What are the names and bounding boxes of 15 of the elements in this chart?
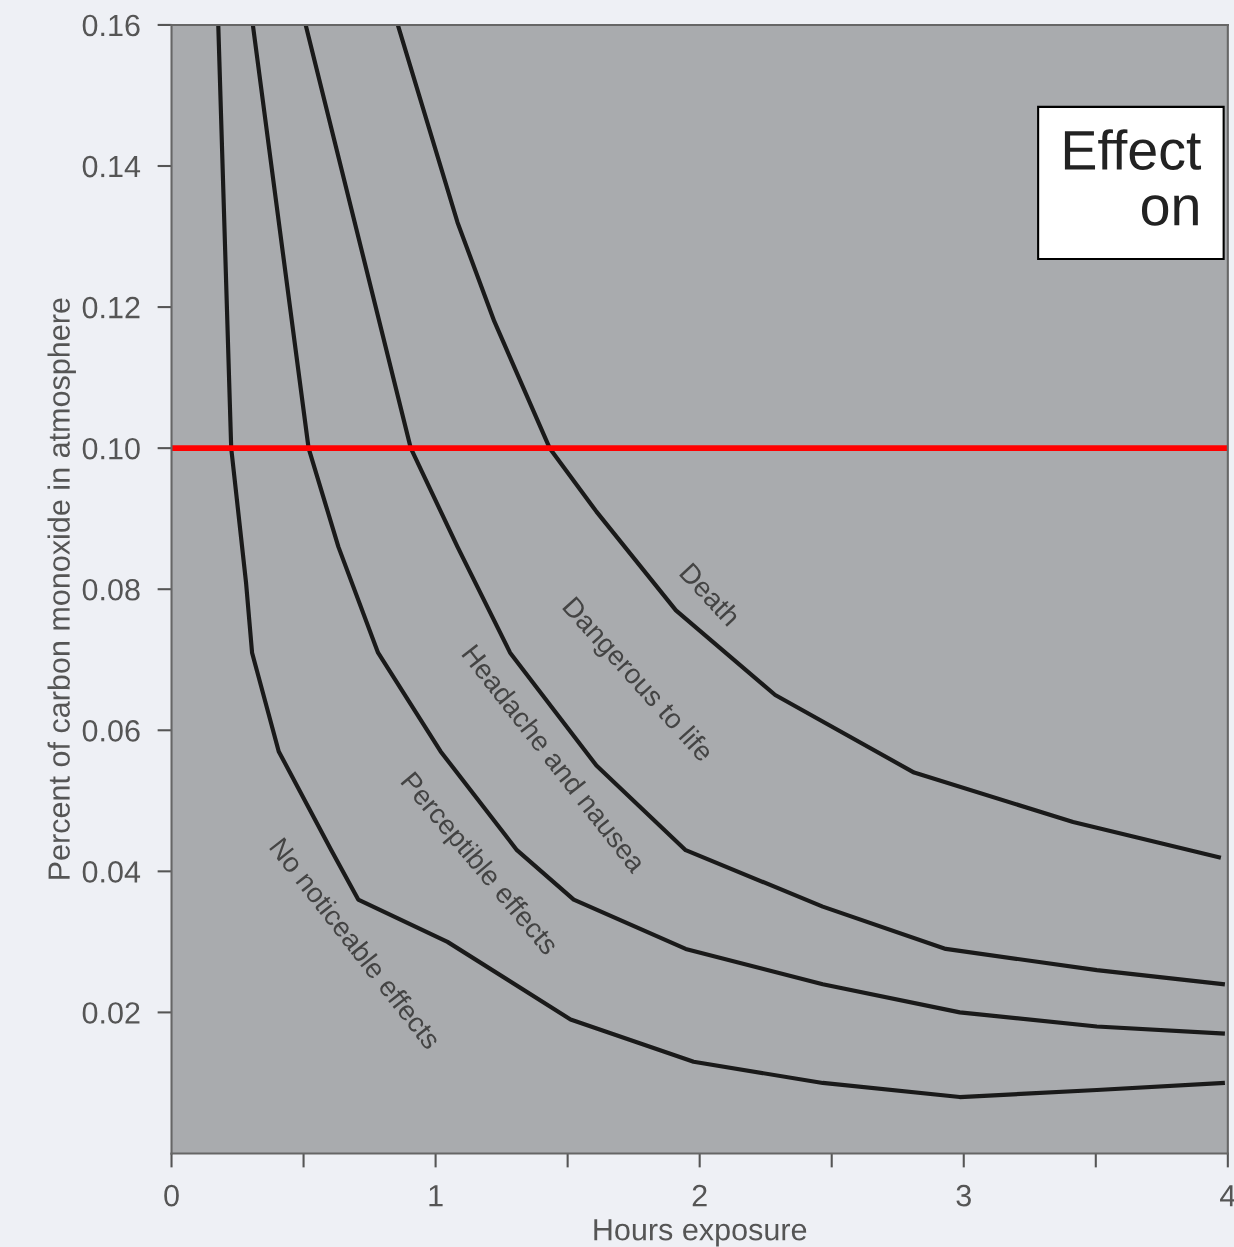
y-tick-label: 0.16 <box>82 14 140 37</box>
x-tick-label: 3 <box>956 1184 971 1207</box>
x-tick-label: 0 <box>164 1184 179 1207</box>
x-tick-label: 1 <box>429 1185 443 1207</box>
annotation: Effect on <box>1064 129 1202 226</box>
y-tick-label: 0.14 <box>82 155 141 178</box>
y-tick-label: 0.12 <box>82 296 140 319</box>
x-tick-label: 2 <box>692 1184 707 1207</box>
y-tick-label: 0.06 <box>82 720 140 742</box>
y-tick-label: 0.10 <box>82 437 140 460</box>
y-tick-label: 0.04 <box>82 861 141 883</box>
y-tick-label: 0.02 <box>82 1002 140 1024</box>
y-axis-title: Percent of carbon monoxide in atmosphere <box>47 298 76 879</box>
y-tick-label: 0.08 <box>82 578 140 601</box>
x-axis-title: Hours exposure <box>594 1219 807 1247</box>
